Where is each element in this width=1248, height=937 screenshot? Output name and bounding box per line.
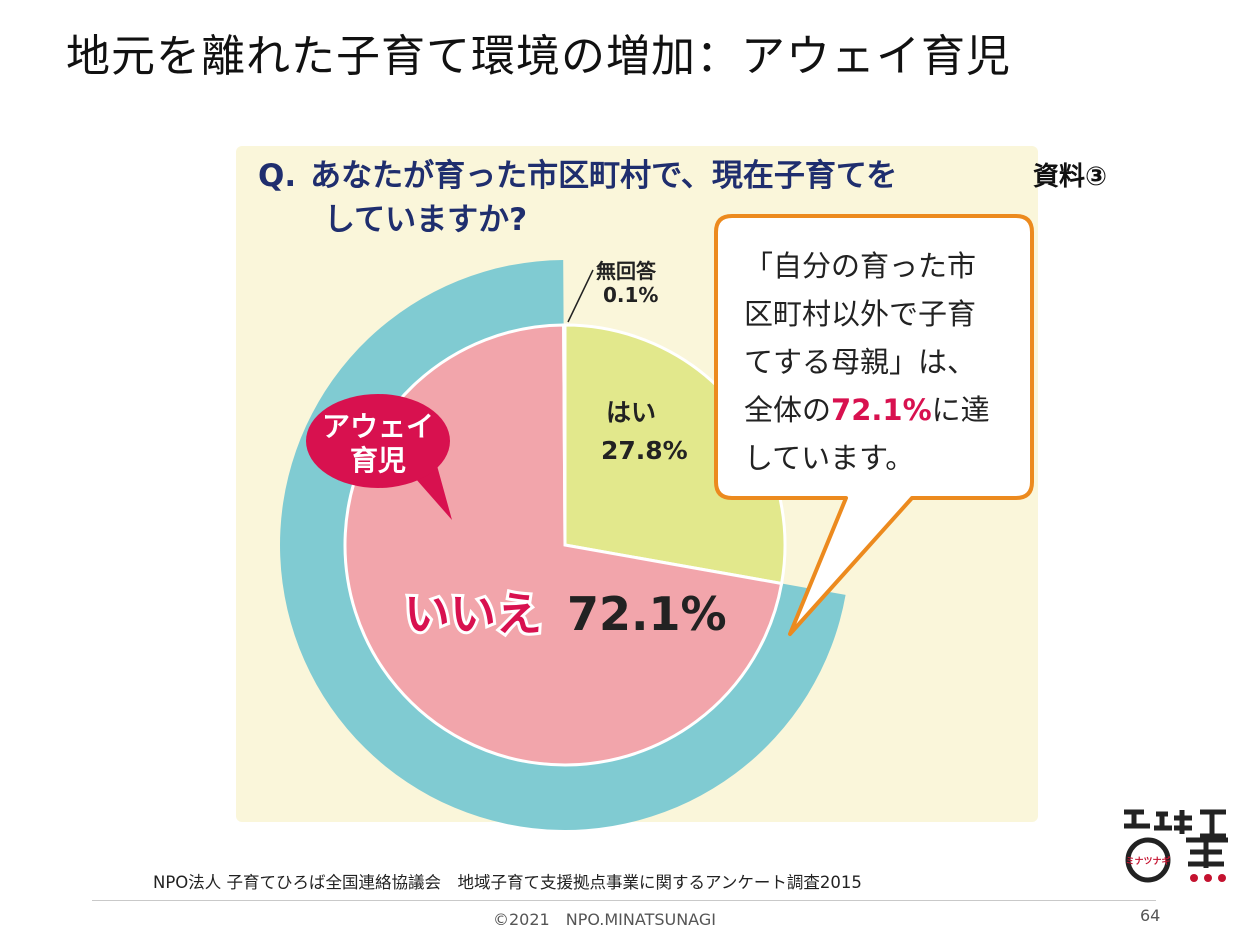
label-yes-name: はい — [606, 398, 656, 427]
away-badge: アウェイ 育児 — [306, 394, 452, 520]
callout-text: 「自分の育った市 区町村以外で子育 てする母親」は、 全体の72.1%に達 して… — [744, 242, 1028, 482]
minatsunagi-logo: ミナツナギ — [1124, 809, 1228, 883]
callout-line-2: 区町村以外で子育 — [744, 297, 977, 331]
callout-bubble — [714, 214, 1034, 636]
label-yes-value: 27.8% — [601, 436, 688, 465]
callout-line-4: 全体の72.1%に達 — [744, 386, 1028, 434]
callout-line-3: てする母親」は、 — [744, 345, 977, 379]
label-no-value: 72.1% — [567, 587, 727, 641]
question-mark: Q. — [258, 158, 297, 194]
label-no-answer-value: 0.1% — [603, 283, 658, 307]
footer-divider — [92, 900, 1156, 901]
logo-text: ミナツナギ — [1125, 855, 1170, 867]
pie-slice — [343, 323, 784, 767]
label-no-name: いいえ — [404, 587, 542, 641]
pie-slice — [562, 323, 567, 546]
away-badge-line-1: アウェイ — [322, 410, 434, 443]
away-badge-bubble — [306, 394, 450, 488]
callout-line-5: しています。 — [744, 441, 915, 475]
reference-label: 資料③ — [1033, 162, 1108, 192]
source-citation: NPO法人 子育てひろば全国連絡協議会 地域子育て支援拠点事業に関するアンケート… — [153, 873, 862, 892]
slide-title: 地元を離れた子育て環境の増加：アウェイ育児 — [66, 31, 1011, 82]
callout-line-4-post: に達 — [931, 393, 990, 427]
callout-line-4-pre: 全体の — [744, 393, 832, 427]
question-line-2: していますか? — [324, 202, 528, 238]
callout-line-1: 「自分の育った市 — [744, 249, 977, 283]
label-no-answer-name: 無回答 — [596, 259, 657, 283]
away-badge-line-2: 育児 — [350, 444, 406, 477]
question-text: Q. あなたが育った市区町村で、現在子育てを していますか? — [258, 154, 897, 242]
page-number: 64 — [1140, 906, 1161, 925]
callout-bubble-shape — [714, 214, 1034, 636]
callout-highlight-percent: 72.1% — [831, 393, 932, 427]
footer-copyright: ©2021 NPO.MINATSUNAGI — [493, 910, 716, 929]
label-no-answer-leader — [567, 269, 594, 323]
question-line-1: あなたが育った市区町村で、現在子育てを — [310, 158, 898, 194]
